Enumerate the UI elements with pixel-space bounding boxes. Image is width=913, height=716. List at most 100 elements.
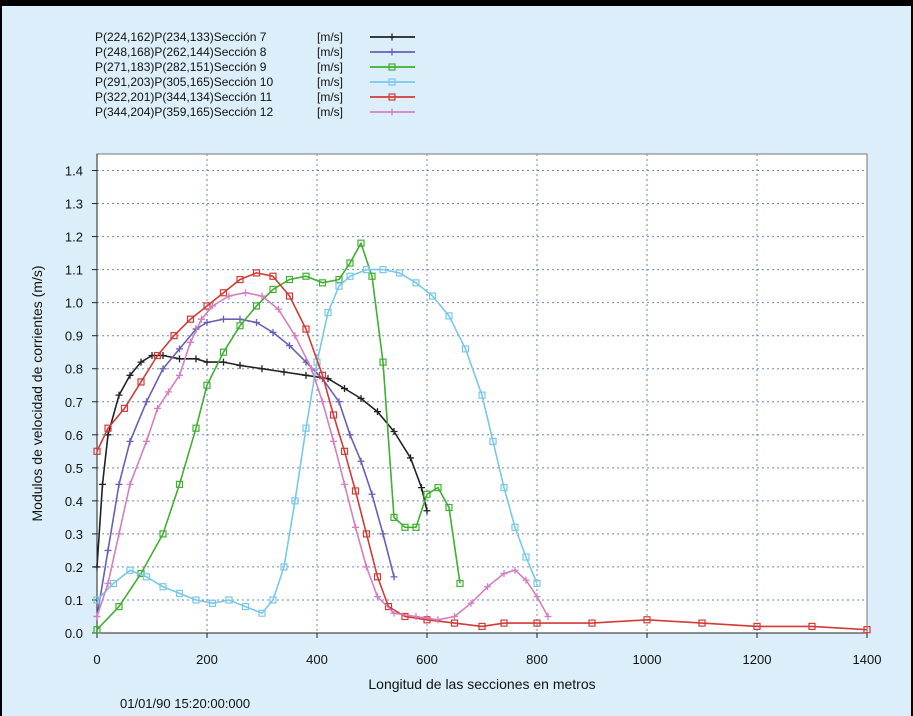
- data-point: [434, 616, 442, 624]
- data-point: [258, 292, 266, 300]
- data-point: [330, 437, 337, 445]
- data-point: [115, 480, 123, 488]
- data-point: [511, 523, 519, 531]
- data-point: [522, 553, 530, 561]
- y-tick-label: 0.1: [65, 593, 83, 608]
- x-tick-label: 1400: [853, 652, 882, 667]
- x-tick-label: 1200: [743, 652, 772, 667]
- y-tick-label: 0.5: [65, 461, 83, 476]
- data-point: [390, 513, 398, 521]
- data-point: [252, 269, 261, 277]
- data-point: [522, 576, 530, 584]
- data-point: [153, 351, 162, 360]
- data-point: [159, 365, 167, 373]
- legend-swatch-marker: [388, 63, 396, 71]
- y-tick-label: 1.1: [65, 263, 83, 278]
- data-point: [280, 368, 288, 376]
- data-point: [258, 365, 266, 373]
- data-point: [500, 570, 508, 578]
- data-point: [379, 530, 387, 538]
- data-point: [390, 573, 398, 581]
- data-point: [335, 398, 343, 406]
- x-tick-label: 600: [416, 652, 438, 667]
- data-point: [412, 612, 420, 620]
- data-point: [93, 563, 101, 571]
- series-1: [93, 352, 431, 571]
- y-tick-label: 1.4: [65, 164, 83, 179]
- data-point: [341, 385, 348, 393]
- legend-swatch-marker: [388, 108, 396, 116]
- data-point: [220, 358, 227, 366]
- data-point: [137, 378, 145, 386]
- data-point: [318, 279, 327, 287]
- x-tick-label: 800: [526, 652, 548, 667]
- data-point: [285, 292, 294, 300]
- legend-label: P(248,168)P(262,144)Sección 8: [95, 45, 267, 59]
- data-point: [390, 427, 398, 435]
- data-point: [379, 266, 387, 274]
- data-point: [489, 437, 497, 445]
- data-point: [329, 411, 338, 419]
- data-point: [341, 480, 348, 488]
- data-point: [93, 626, 101, 634]
- data-point: [93, 612, 101, 620]
- data-point: [176, 355, 183, 363]
- y-tick-label: 0.9: [65, 329, 83, 344]
- data-point: [698, 619, 706, 627]
- data-point: [198, 315, 205, 323]
- data-point: [104, 546, 112, 554]
- series-line: [96, 291, 549, 621]
- legend-unit: [m/s]: [317, 30, 343, 44]
- data-point: [286, 342, 293, 350]
- data-point: [302, 424, 310, 432]
- data-point: [445, 312, 453, 320]
- data-point: [357, 394, 365, 402]
- data-point: [363, 563, 370, 571]
- data-point: [308, 365, 315, 373]
- legend-unit: [m/s]: [317, 75, 343, 89]
- data-point: [175, 480, 184, 488]
- data-point: [219, 289, 228, 297]
- data-point: [269, 272, 277, 280]
- data-point: [219, 348, 228, 356]
- data-point: [461, 345, 470, 353]
- data-point: [93, 596, 101, 604]
- data-point: [269, 328, 277, 336]
- data-point: [533, 593, 541, 601]
- data-point: [428, 292, 437, 300]
- data-point: [104, 424, 112, 432]
- x-tick-label: 400: [306, 652, 328, 667]
- data-point: [434, 484, 442, 492]
- legend-label: P(344,204)P(359,165)Sección 12: [95, 105, 273, 119]
- data-point: [533, 619, 541, 627]
- data-point: [374, 593, 381, 601]
- data-point: [401, 523, 409, 531]
- data-point: [302, 371, 310, 379]
- data-point: [412, 279, 420, 287]
- legend-unit: [m/s]: [317, 45, 343, 59]
- data-point: [159, 530, 167, 538]
- data-point: [186, 315, 195, 323]
- data-point: [362, 530, 371, 538]
- data-point: [285, 275, 294, 284]
- data-point: [269, 596, 277, 604]
- data-point: [445, 503, 453, 512]
- y-tick-label: 1.0: [65, 296, 83, 311]
- y-tick-label: 0.0: [65, 626, 83, 641]
- data-point: [390, 609, 398, 617]
- data-point: [412, 523, 420, 531]
- data-point: [203, 318, 211, 326]
- data-point: [104, 579, 112, 587]
- data-point: [208, 599, 217, 607]
- data-point: [407, 454, 414, 462]
- data-point: [362, 266, 371, 274]
- data-point: [220, 315, 227, 323]
- data-point: [484, 583, 491, 591]
- data-point: [115, 530, 123, 538]
- data-point: [500, 484, 508, 492]
- legend-label: P(224,162)P(234,133)Sección 7: [95, 30, 267, 44]
- data-point: [302, 272, 310, 280]
- data-point: [368, 272, 376, 280]
- data-point: [423, 490, 431, 498]
